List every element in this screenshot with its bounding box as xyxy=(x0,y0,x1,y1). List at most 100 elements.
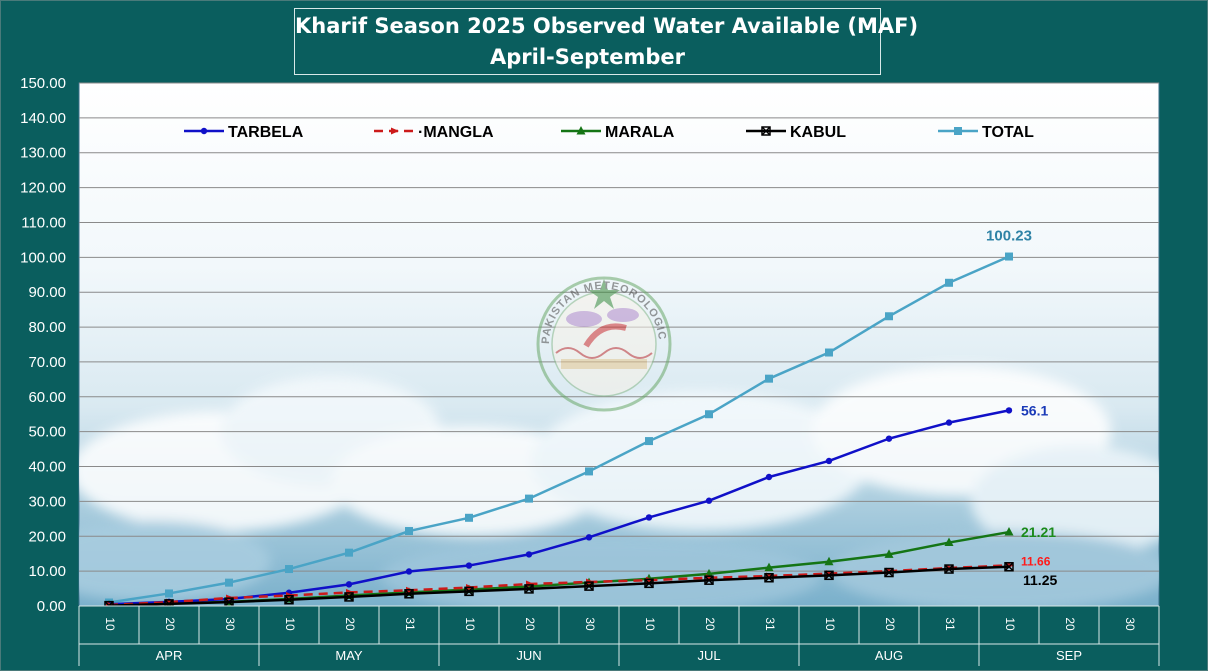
chart-title: Kharif Season 2025 Observed Water Availa… xyxy=(295,14,919,38)
x-tick-label: 20 xyxy=(883,617,897,631)
data-point-cross xyxy=(464,586,474,596)
data-point xyxy=(885,312,893,321)
legend-item: KABUL xyxy=(746,124,846,141)
data-point xyxy=(165,589,173,598)
data-point-cross xyxy=(524,584,534,594)
data-point xyxy=(1005,252,1013,261)
data-point xyxy=(525,494,533,503)
data-point-box xyxy=(761,126,771,136)
series-line xyxy=(108,564,1010,607)
data-point xyxy=(765,473,773,481)
data-point xyxy=(761,126,771,136)
y-tick-label: 0.00 xyxy=(37,598,66,615)
data-point xyxy=(705,497,713,504)
logo-outer-ring xyxy=(536,276,672,412)
month-label: APR xyxy=(156,648,183,663)
data-point-box xyxy=(584,581,594,591)
data-point xyxy=(200,127,208,135)
data-point xyxy=(225,578,233,587)
x-tick-label: 30 xyxy=(1123,617,1137,631)
data-point-cross xyxy=(404,589,414,599)
data-point-cross xyxy=(1004,562,1014,572)
data-point xyxy=(765,374,773,383)
end-value-label: 56.1 xyxy=(1021,402,1048,418)
series-lines: 56.1 11.66 21.21 11.25 100.23 xyxy=(104,228,1057,611)
y-tick-label: 60.00 xyxy=(28,389,66,406)
x-tick-label: 20 xyxy=(1063,617,1077,631)
data-point xyxy=(644,578,654,589)
month-label: MAY xyxy=(335,648,363,663)
data-point xyxy=(524,584,534,594)
x-tick-label: 30 xyxy=(583,617,597,631)
data-point xyxy=(285,565,293,574)
x-tick-label: 10 xyxy=(103,617,117,631)
data-point xyxy=(404,589,414,599)
y-tick-label: 140.00 xyxy=(20,110,66,127)
end-value-label: 11.25 xyxy=(1023,572,1057,588)
logo-star-icon xyxy=(588,279,620,309)
month-label: SEP xyxy=(1056,648,1082,663)
data-point xyxy=(825,457,833,465)
data-point-box xyxy=(464,586,474,597)
legend-label: TARBELA xyxy=(228,124,304,141)
gridlines xyxy=(79,82,1159,572)
data-point xyxy=(824,570,834,581)
x-tick-label: 20 xyxy=(163,617,177,631)
data-point-cross xyxy=(644,578,654,588)
legend-label: MARALA xyxy=(605,124,675,141)
data-point-cross xyxy=(824,570,834,580)
logo-cloud-icon xyxy=(566,311,602,327)
data-point-box xyxy=(884,567,894,578)
data-point-box xyxy=(824,570,834,581)
data-point-cross xyxy=(284,595,294,605)
data-point xyxy=(764,573,774,583)
data-point xyxy=(945,278,953,287)
data-point xyxy=(1005,407,1013,414)
data-point-cross xyxy=(344,592,354,602)
x-tick-label: 10 xyxy=(1003,617,1017,631)
end-value-label: 11.66 xyxy=(1021,554,1051,568)
y-tick-label: 50.00 xyxy=(28,424,66,441)
data-point xyxy=(704,575,714,585)
y-axis: 0.00 10.00 20.00 30.00 40.00 50.00 60.00 70.00 8… xyxy=(20,75,66,615)
x-tick-label: 20 xyxy=(343,617,357,631)
month-label: JUL xyxy=(697,648,720,663)
month-label: JUN xyxy=(516,648,541,663)
data-point xyxy=(344,592,354,602)
data-point-box xyxy=(404,589,414,599)
data-point xyxy=(464,586,474,597)
data-point xyxy=(284,594,294,605)
data-point xyxy=(645,437,653,446)
data-point xyxy=(405,568,413,575)
logo-wave-icon xyxy=(555,347,653,359)
series-line xyxy=(108,565,1010,607)
data-point-cross xyxy=(944,564,954,574)
legend-item: TARBELA xyxy=(184,124,304,141)
end-value-label: 21.21 xyxy=(1021,524,1056,540)
x-tick-label: 10 xyxy=(643,617,657,631)
data-point xyxy=(884,567,894,578)
x-tick-label: 31 xyxy=(763,617,777,631)
x-tick-label: 31 xyxy=(403,617,417,631)
legend-label: ·MANGLA xyxy=(418,124,494,141)
y-tick-label: 70.00 xyxy=(28,354,66,371)
x-tick-label: 10 xyxy=(283,617,297,631)
end-value-label: 100.23 xyxy=(986,228,1032,245)
data-point xyxy=(525,551,533,558)
chart-subtitle: April-September xyxy=(490,45,685,69)
data-point xyxy=(465,513,473,522)
data-point-cross xyxy=(884,567,894,578)
data-point xyxy=(1004,527,1014,536)
x-tick-label: 20 xyxy=(703,617,717,631)
data-point-box xyxy=(704,575,714,585)
data-point xyxy=(576,126,586,135)
y-tick-label: 150.00 xyxy=(20,75,66,92)
logo-inner-circle xyxy=(551,291,657,397)
x-tick-label: 20 xyxy=(523,617,537,631)
x-tick-label: 10 xyxy=(463,617,477,631)
data-point xyxy=(465,562,473,569)
data-point xyxy=(764,562,774,572)
data-point xyxy=(705,410,713,419)
data-point xyxy=(944,564,954,574)
